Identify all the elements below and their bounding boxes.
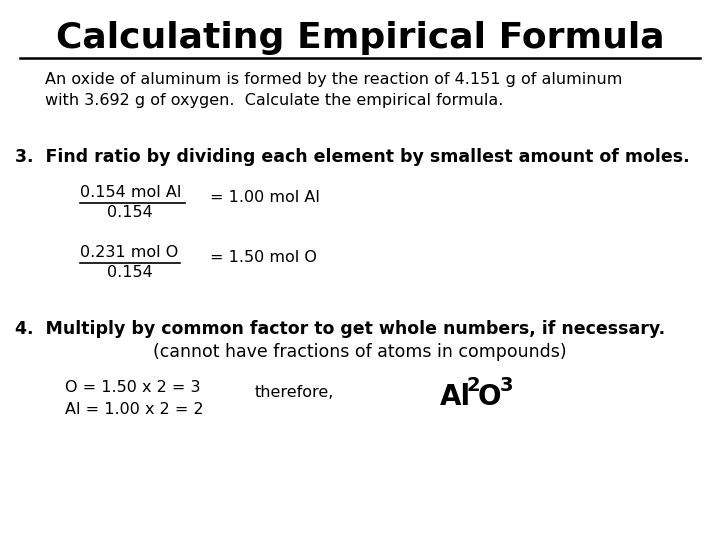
Text: 3.  Find ratio by dividing each element by smallest amount of moles.: 3. Find ratio by dividing each element b… [15, 148, 690, 166]
Text: = 1.00 mol Al: = 1.00 mol Al [210, 190, 320, 205]
Text: 0.154: 0.154 [107, 265, 153, 280]
Text: therefore,: therefore, [255, 385, 334, 400]
Text: 0.154 mol Al: 0.154 mol Al [80, 185, 181, 200]
Text: 3: 3 [500, 376, 513, 395]
Text: Calculating Empirical Formula: Calculating Empirical Formula [55, 21, 665, 55]
Text: (cannot have fractions of atoms in compounds): (cannot have fractions of atoms in compo… [153, 343, 567, 361]
Text: 2: 2 [466, 376, 480, 395]
Text: = 1.50 mol O: = 1.50 mol O [210, 249, 317, 265]
Text: 4.  Multiply by common factor to get whole numbers, if necessary.: 4. Multiply by common factor to get whol… [15, 320, 665, 338]
Text: 0.231 mol O: 0.231 mol O [80, 245, 179, 260]
Text: Al: Al [440, 383, 471, 411]
Text: 0.154: 0.154 [107, 205, 153, 220]
Text: An oxide of aluminum is formed by the reaction of 4.151 g of aluminum
with 3.692: An oxide of aluminum is formed by the re… [45, 72, 622, 108]
Text: O = 1.50 x 2 = 3
Al = 1.00 x 2 = 2: O = 1.50 x 2 = 3 Al = 1.00 x 2 = 2 [65, 380, 204, 417]
Text: O: O [478, 383, 502, 411]
